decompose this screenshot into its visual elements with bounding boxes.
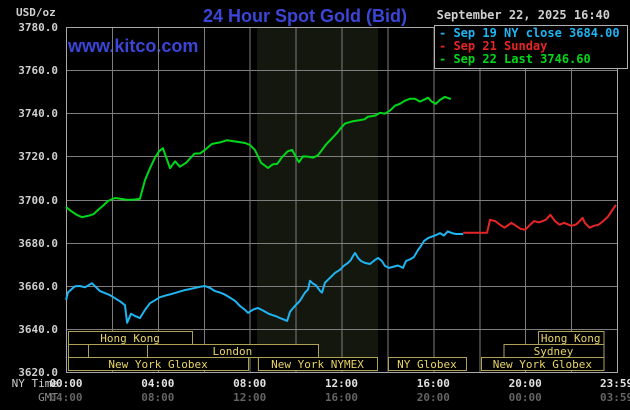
legend-item-2: - Sep 22 Last 3746.60 <box>439 52 591 66</box>
session-label: New York Globex <box>493 358 593 371</box>
session-label: NY Globex <box>397 358 457 371</box>
y-axis-tick-label: 3780.0 <box>18 21 58 34</box>
legend-item-1: - Sep 21 Sunday <box>439 39 548 53</box>
ny-time-axis-label: NY Time <box>11 377 58 390</box>
x-tick-gmt: 04:00 <box>49 391 83 404</box>
x-tick-ny: 12:00 <box>324 377 359 390</box>
y-axis-tick-label: 3720.0 <box>18 150 58 164</box>
session-box-rect <box>481 357 605 371</box>
y-axis-tick-label: 3640.0 <box>18 322 58 336</box>
chart-datetime: September 22, 2025 16:40 <box>436 8 610 22</box>
nymex-session-shading <box>257 27 379 372</box>
session-box: Hong Kong <box>537 331 605 345</box>
chart-title: 24 Hour Spot Gold (Bid) <box>203 6 407 26</box>
session-box: Hong Kong <box>68 331 194 345</box>
session-box-rect <box>68 357 250 371</box>
x-tick-gmt: 08:00 <box>141 391 175 404</box>
session-box <box>68 344 90 358</box>
x-tick-gmt: 03:59 <box>600 391 630 404</box>
session-box-rect <box>68 344 90 358</box>
x-tick-ny: 08:00 <box>233 377 267 390</box>
session-label: New York NYMEX <box>271 358 364 371</box>
session-label: New York Globex <box>108 358 208 371</box>
session-box <box>88 344 148 358</box>
y-axis-tick-label: 3760.0 <box>18 64 58 78</box>
x-tick-gmt: 20:00 <box>416 391 450 404</box>
gmt-axis-label: GMT <box>38 391 58 404</box>
x-tick-ny: 00:00 <box>49 377 83 390</box>
x-tick-gmt: 00:00 <box>508 391 542 404</box>
chart-legend: - Sep 19 NY close 3684.00- Sep 21 Sunday… <box>434 25 628 69</box>
kitco-watermark: www.kitco.com <box>68 36 199 56</box>
plot-border <box>66 27 618 373</box>
y-axis-tick-label: 3660.0 <box>18 279 58 293</box>
session-box: London <box>146 344 319 358</box>
session-box-rect <box>88 344 148 358</box>
x-tick-ny: 04:00 <box>141 377 175 390</box>
session-label: Hong Kong <box>100 332 160 345</box>
y-axis-tick-label: 3680.0 <box>18 236 58 250</box>
y-axis-tick-label: 3620.0 <box>18 366 58 379</box>
y-axis-tick-label: 3700.0 <box>18 193 58 207</box>
x-tick-gmt: 12:00 <box>233 391 267 404</box>
session-box: New York Globex <box>68 357 250 371</box>
unit-label: USD/oz <box>16 6 56 19</box>
series-line-0 <box>65 230 464 324</box>
session-box: New York Globex <box>481 357 605 371</box>
y-axis-tick-label: 3740.0 <box>18 107 58 121</box>
x-tick-ny: 23:59 <box>600 377 630 390</box>
session-label: Sydney <box>534 345 574 358</box>
session-box: NY Globex <box>387 357 467 371</box>
session-label: Hong Kong <box>541 332 601 345</box>
session-label: London <box>212 345 252 358</box>
session-box-rect <box>257 357 379 371</box>
session-box: Sydney <box>503 344 605 358</box>
x-tick-ny: 16:00 <box>416 377 450 390</box>
legend-item-0: - Sep 19 NY close 3684.00 <box>439 26 620 40</box>
x-tick-ny: 20:00 <box>508 377 542 390</box>
series-line-1 <box>463 204 617 234</box>
gridlines <box>66 27 617 372</box>
x-tick-gmt: 16:00 <box>324 391 359 404</box>
session-box-rect <box>387 357 467 371</box>
session-box: New York NYMEX <box>257 357 379 371</box>
series-line-2 <box>65 95 452 219</box>
